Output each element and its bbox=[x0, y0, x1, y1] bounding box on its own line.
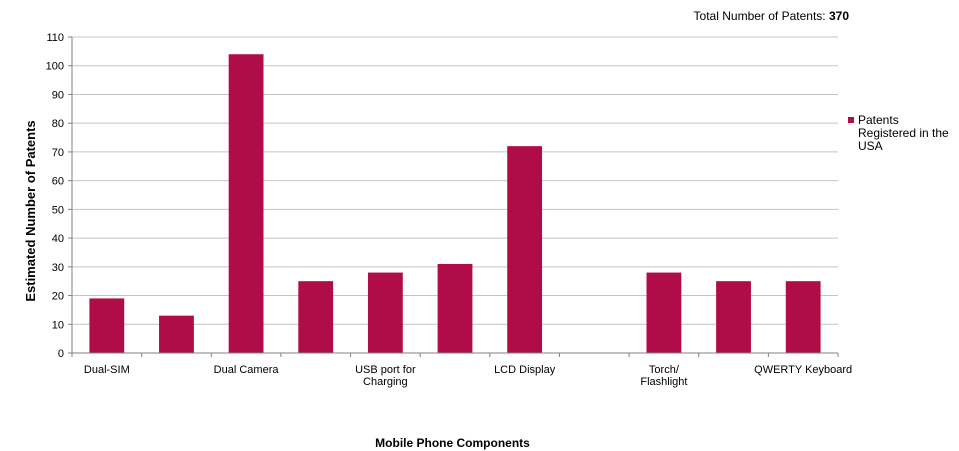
bar bbox=[367, 272, 403, 353]
bar bbox=[437, 263, 473, 353]
y-tick-label: 40 bbox=[52, 233, 64, 245]
y-tick-label: 110 bbox=[46, 32, 64, 44]
x-tick-label: Charging bbox=[363, 376, 408, 388]
legend: Patents Registered in the USA bbox=[848, 114, 956, 153]
y-axis: 0 10 20 30 40 50 60 70 80 90 100 110 bbox=[46, 32, 73, 360]
y-tick-label: 0 bbox=[58, 348, 64, 360]
bar bbox=[507, 146, 543, 353]
y-axis-title: Estimated Number of Patents bbox=[23, 120, 38, 301]
bar bbox=[89, 298, 125, 353]
y-tick-label: 90 bbox=[52, 89, 64, 101]
y-tick-label: 70 bbox=[52, 147, 64, 159]
x-tick-label: Torch/ bbox=[649, 364, 680, 376]
x-tick-label: Dual Camera bbox=[214, 364, 280, 376]
gridlines bbox=[72, 36, 838, 325]
x-axis-title: Mobile Phone Components bbox=[375, 436, 530, 450]
y-tick-label: 100 bbox=[46, 61, 64, 73]
y-tick-label: 10 bbox=[52, 319, 64, 331]
bar bbox=[716, 281, 751, 353]
total-patents-value: 370 bbox=[828, 9, 849, 23]
x-tick-label: USB port for bbox=[355, 364, 416, 376]
bar bbox=[159, 315, 194, 353]
bar bbox=[785, 281, 821, 353]
y-tick-label: 80 bbox=[52, 118, 64, 130]
total-patents-note: Total Number of Patents: 370 bbox=[694, 9, 849, 23]
total-patents-label: Total Number of Patents: bbox=[693, 9, 826, 23]
x-tick-label: Dual-SIM bbox=[84, 364, 130, 376]
x-tick-label: LCD Display bbox=[494, 364, 556, 376]
y-tick-label: 60 bbox=[52, 176, 64, 188]
legend-label: Patents Registered in the USA bbox=[858, 113, 949, 153]
bar bbox=[298, 281, 334, 353]
bars bbox=[89, 54, 821, 354]
bar bbox=[646, 272, 682, 353]
x-tick-label: Flashlight bbox=[640, 376, 687, 388]
y-tick-label: 20 bbox=[52, 291, 64, 303]
y-tick-label: 50 bbox=[52, 204, 64, 216]
x-tick-label: QWERTY Keyboard bbox=[754, 364, 852, 376]
legend-swatch bbox=[848, 117, 854, 123]
y-tick-label: 30 bbox=[52, 262, 64, 274]
bar bbox=[228, 54, 264, 354]
